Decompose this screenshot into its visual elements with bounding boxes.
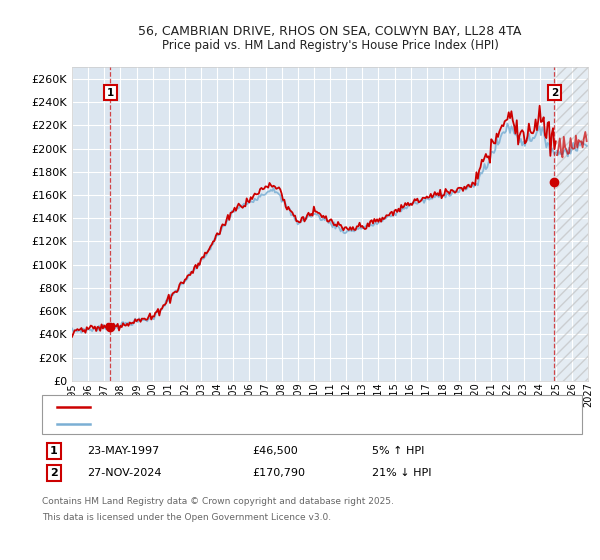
Text: 2: 2 <box>50 468 58 478</box>
Bar <box>556 67 588 381</box>
Text: 1: 1 <box>107 88 114 98</box>
Text: 23-MAY-1997: 23-MAY-1997 <box>87 446 159 456</box>
Text: 1: 1 <box>50 446 58 456</box>
Text: Price paid vs. HM Land Registry's House Price Index (HPI): Price paid vs. HM Land Registry's House … <box>161 39 499 52</box>
Text: 56, CAMBRIAN DRIVE, RHOS ON SEA, COLWYN BAY, LL28 4TA: 56, CAMBRIAN DRIVE, RHOS ON SEA, COLWYN … <box>139 25 521 38</box>
Bar <box>556 67 588 381</box>
Text: 21% ↓ HPI: 21% ↓ HPI <box>372 468 431 478</box>
Text: Contains HM Land Registry data © Crown copyright and database right 2025.: Contains HM Land Registry data © Crown c… <box>42 497 394 506</box>
Text: £170,790: £170,790 <box>252 468 305 478</box>
Text: 5% ↑ HPI: 5% ↑ HPI <box>372 446 424 456</box>
Text: This data is licensed under the Open Government Licence v3.0.: This data is licensed under the Open Gov… <box>42 514 331 522</box>
Text: HPI: Average price, semi-detached house, Conwy: HPI: Average price, semi-detached house,… <box>96 419 337 429</box>
Text: £46,500: £46,500 <box>252 446 298 456</box>
Text: 2: 2 <box>551 88 558 98</box>
Text: 27-NOV-2024: 27-NOV-2024 <box>87 468 161 478</box>
Text: 56, CAMBRIAN DRIVE, RHOS ON SEA, COLWYN BAY, LL28 4TA (semi-detached house): 56, CAMBRIAN DRIVE, RHOS ON SEA, COLWYN … <box>96 402 511 412</box>
